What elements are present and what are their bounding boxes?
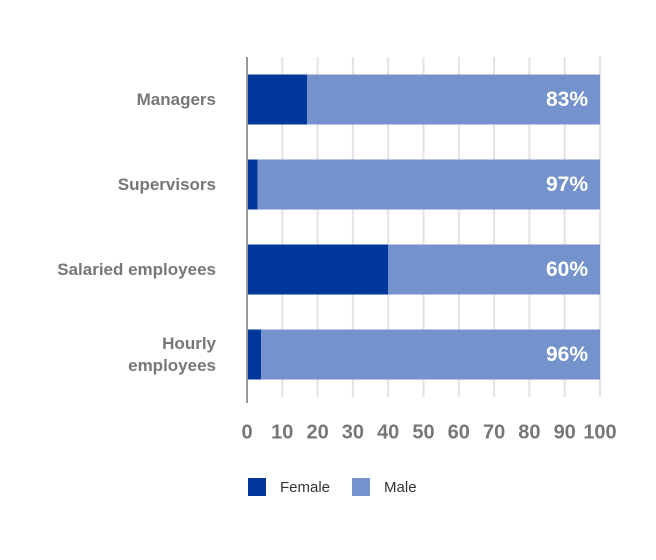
bar-segment bbox=[247, 329, 262, 380]
data-label: 97% bbox=[546, 173, 588, 196]
x-tick-label: 80 bbox=[518, 421, 540, 443]
bar-segment bbox=[307, 74, 600, 125]
x-tick-label: 30 bbox=[342, 421, 364, 443]
y-tick-label: Salaried employees bbox=[57, 259, 216, 279]
y-tick-label: Supervisors bbox=[117, 174, 216, 194]
legend-swatch bbox=[352, 478, 371, 496]
x-tick-label: 50 bbox=[412, 421, 434, 443]
bar-segment bbox=[247, 244, 389, 295]
y-tick-label: Managers bbox=[136, 89, 216, 109]
x-tick-label: 0 bbox=[241, 421, 252, 443]
x-tick-label: 100 bbox=[583, 421, 616, 443]
legend-label: Male bbox=[384, 479, 417, 496]
data-label: 96% bbox=[546, 343, 588, 366]
bar-segment bbox=[257, 159, 600, 210]
bar-segment bbox=[388, 244, 600, 295]
legend-label: Female bbox=[280, 479, 330, 496]
x-tick-label: 60 bbox=[448, 421, 470, 443]
bar-segment bbox=[261, 329, 600, 380]
x-tick-label: 90 bbox=[554, 421, 576, 443]
x-tick-label: 20 bbox=[306, 421, 328, 443]
data-label: 83% bbox=[546, 88, 588, 111]
x-tick-label: 40 bbox=[377, 421, 399, 443]
legend-swatch bbox=[248, 478, 266, 496]
data-label: 60% bbox=[546, 258, 588, 281]
bar-segment bbox=[247, 159, 258, 210]
y-tick-label: Hourly employees bbox=[128, 333, 216, 375]
x-tick-label: 70 bbox=[483, 421, 505, 443]
bar-segment bbox=[247, 74, 308, 125]
x-tick-label: 10 bbox=[271, 421, 293, 443]
